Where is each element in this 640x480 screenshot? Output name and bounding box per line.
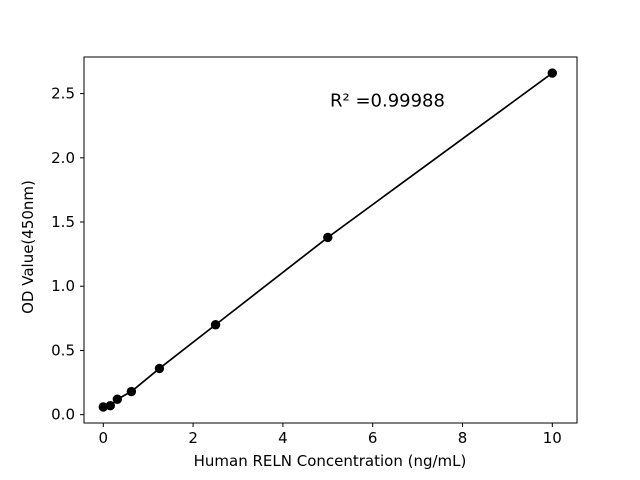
svg-text:6: 6 bbox=[368, 429, 378, 447]
svg-text:1.5: 1.5 bbox=[51, 213, 75, 231]
svg-text:1.0: 1.0 bbox=[51, 277, 75, 295]
svg-text:2.0: 2.0 bbox=[51, 149, 75, 167]
r-squared-annotation: R² =0.99988 bbox=[330, 90, 445, 112]
x-axis-label: Human RELN Concentration (ng/mL) bbox=[193, 452, 467, 470]
svg-text:4: 4 bbox=[278, 429, 288, 447]
svg-text:0.5: 0.5 bbox=[51, 341, 75, 359]
svg-text:8: 8 bbox=[458, 429, 468, 447]
svg-text:0: 0 bbox=[99, 429, 109, 447]
svg-text:2.5: 2.5 bbox=[51, 85, 75, 103]
svg-text:2: 2 bbox=[188, 429, 198, 447]
y-axis-label: OD Value(450nm) bbox=[19, 180, 37, 314]
svg-text:0.0: 0.0 bbox=[51, 406, 75, 424]
svg-text:10: 10 bbox=[543, 429, 562, 447]
